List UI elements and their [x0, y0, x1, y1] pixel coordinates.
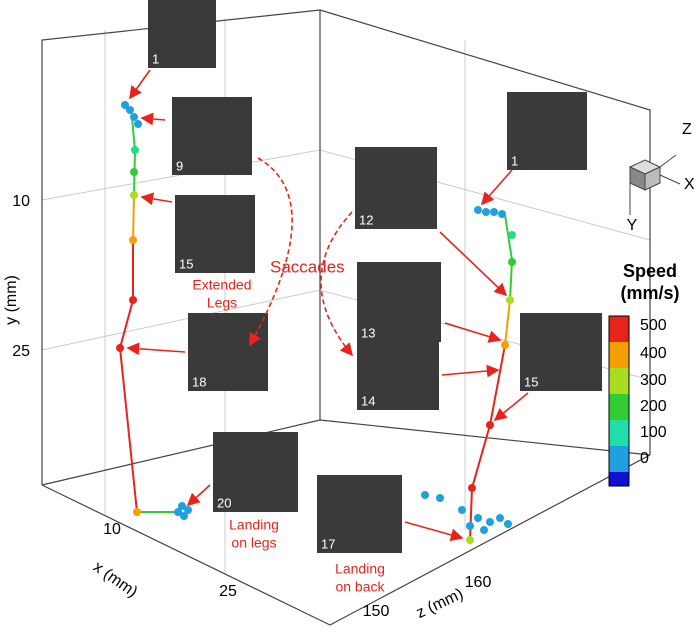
orientation-label: Z	[682, 121, 692, 138]
orientation-label: X	[684, 176, 695, 193]
colorbar-tick: 200	[640, 398, 667, 415]
trajectory-right	[421, 206, 516, 544]
annotation: Extended	[192, 277, 251, 293]
insets: 1 9 15 18 20 1 12 13 15 14 17	[148, 0, 602, 553]
annotation: on legs	[231, 535, 276, 551]
colorbar-tick: 300	[640, 372, 667, 389]
z-tick-label: 150	[363, 603, 390, 620]
y-tick-label: 25	[12, 343, 30, 360]
inset-label: 1	[152, 51, 159, 66]
annotation: Legs	[207, 295, 237, 311]
inset-label: 20	[217, 495, 231, 510]
annotation: on back	[335, 579, 385, 595]
inset-label: 18	[192, 374, 206, 389]
y-tick-label: 10	[12, 193, 30, 210]
inset-label: 14	[361, 393, 375, 408]
x-tick-label: 10	[103, 521, 121, 538]
inset-label: 1	[511, 153, 518, 168]
inset-label: 12	[359, 212, 373, 227]
inset-label: 13	[361, 325, 375, 340]
annotation: Landing	[229, 517, 279, 533]
colorbar-tick: 500	[640, 317, 667, 334]
annotation: Saccades	[270, 257, 345, 276]
colorbar-title: Speed	[623, 261, 677, 281]
inset-label: 17	[321, 536, 335, 551]
x-axis-label: x (mm)	[90, 559, 141, 601]
colorbar-tick: 100	[640, 424, 667, 441]
orientation-label: Y	[627, 217, 638, 234]
colorbar: Speed (mm/s) 500 400 300 200 100 0	[608, 261, 680, 487]
y-axis-label: y (mm)	[3, 275, 20, 325]
z-tick-label: 160	[465, 574, 492, 591]
x-tick-label: 25	[219, 583, 237, 600]
inset-label: 15	[524, 374, 538, 389]
annotation: Landing	[335, 561, 385, 577]
inset-label: 15	[179, 256, 193, 271]
arrows	[126, 69, 529, 542]
inset-label: 9	[176, 158, 183, 173]
trajectory-left	[116, 101, 192, 520]
colorbar-title: (mm/s)	[620, 283, 679, 303]
orientation-icon: Z X Y	[627, 121, 695, 234]
colorbar-tick: 0	[640, 450, 649, 467]
z-axis-label: z (mm)	[414, 586, 466, 622]
colorbar-tick: 400	[640, 345, 667, 362]
